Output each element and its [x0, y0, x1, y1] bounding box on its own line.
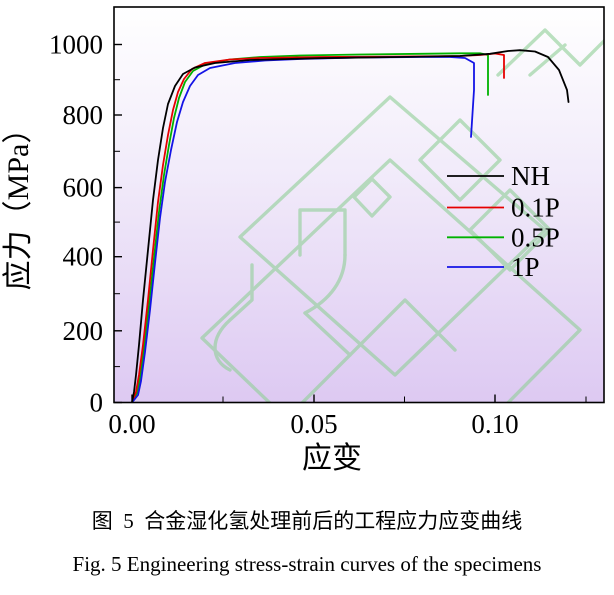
- svg-text:400: 400: [63, 242, 104, 272]
- svg-text:NH: NH: [511, 161, 550, 191]
- svg-text:800: 800: [63, 100, 104, 130]
- svg-text:0.05: 0.05: [290, 409, 337, 439]
- svg-text:0.5P: 0.5P: [511, 222, 560, 252]
- svg-text:200: 200: [63, 316, 104, 346]
- svg-text:600: 600: [63, 173, 104, 203]
- svg-text:0.00: 0.00: [108, 409, 155, 439]
- svg-text:应力（MPa）: 应力（MPa）: [2, 114, 35, 291]
- svg-text:1P: 1P: [511, 252, 540, 282]
- svg-text:0.1P: 0.1P: [511, 193, 560, 223]
- svg-text:应变: 应变: [302, 442, 362, 475]
- svg-text:1000: 1000: [49, 30, 103, 60]
- svg-text:0: 0: [90, 388, 104, 418]
- svg-text:0.10: 0.10: [471, 409, 518, 439]
